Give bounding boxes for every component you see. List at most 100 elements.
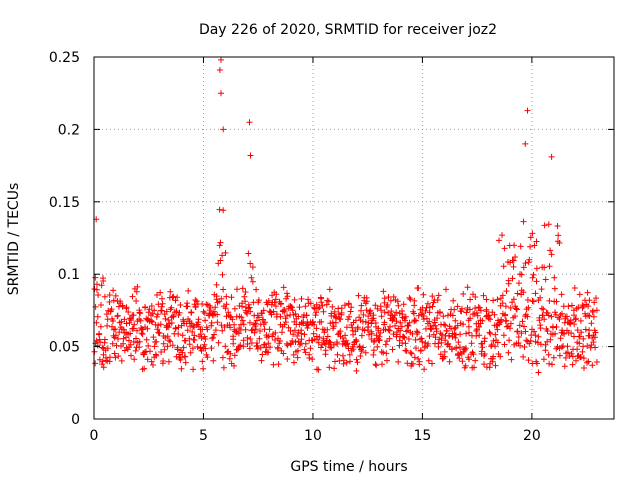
data-point	[247, 336, 254, 342]
y-axis-label: SRMTID / TECUs	[6, 183, 22, 296]
data-point	[466, 329, 472, 336]
data-point	[550, 324, 556, 331]
data-point	[582, 326, 589, 333]
data-point	[273, 291, 280, 298]
data-point	[266, 326, 273, 333]
data-point	[370, 339, 377, 345]
data-point	[346, 351, 353, 358]
data-point	[526, 256, 533, 263]
data-point	[510, 257, 517, 264]
data-point	[584, 289, 591, 296]
data-point	[494, 339, 501, 346]
data-point	[291, 296, 298, 303]
data-point	[101, 293, 108, 300]
data-point	[531, 328, 537, 335]
data-point	[592, 334, 598, 341]
data-point	[365, 319, 372, 326]
data-point	[435, 292, 442, 299]
data-point	[107, 354, 113, 361]
data-point	[204, 354, 211, 361]
data-point	[249, 278, 256, 285]
data-point	[497, 353, 504, 360]
data-point	[327, 344, 333, 351]
data-point	[456, 355, 463, 362]
data-point	[476, 304, 483, 311]
data-point	[240, 343, 247, 350]
data-point	[533, 278, 540, 285]
x-tick-label: 15	[414, 428, 432, 444]
data-point	[551, 274, 558, 281]
data-point	[497, 319, 503, 326]
data-point	[127, 341, 134, 348]
data-point	[544, 338, 551, 345]
data-point	[154, 292, 160, 298]
data-point	[326, 286, 333, 293]
data-point	[477, 307, 484, 314]
data-point	[410, 360, 416, 367]
data-point	[580, 335, 587, 342]
data-point	[318, 299, 325, 306]
data-point	[123, 334, 129, 341]
data-point	[150, 334, 157, 341]
data-point	[372, 361, 379, 368]
data-point	[109, 340, 116, 347]
data-point	[218, 56, 224, 63]
data-point	[284, 342, 291, 349]
data-point	[242, 298, 249, 305]
data-point	[546, 297, 553, 304]
data-point	[513, 306, 520, 313]
data-point	[322, 347, 329, 354]
data-point	[217, 257, 224, 264]
data-point	[520, 218, 527, 225]
data-point	[441, 353, 448, 360]
data-point	[481, 361, 487, 368]
data-point	[259, 351, 266, 358]
data-point	[382, 341, 389, 348]
data-point	[199, 358, 206, 365]
data-point	[253, 326, 259, 333]
data-point	[128, 315, 135, 322]
data-point	[549, 361, 555, 368]
data-point	[571, 333, 577, 340]
data-point	[545, 351, 552, 358]
data-point	[516, 322, 523, 329]
data-point	[216, 242, 223, 249]
data-point	[496, 237, 502, 244]
data-point	[358, 332, 365, 339]
data-point	[302, 303, 309, 310]
data-point	[380, 288, 387, 295]
data-point	[553, 298, 560, 305]
data-point	[201, 310, 208, 317]
data-point	[326, 364, 333, 371]
data-point	[231, 305, 238, 312]
data-point	[120, 340, 127, 347]
data-point	[303, 312, 310, 319]
data-point	[401, 334, 408, 341]
data-point	[99, 344, 106, 351]
data-point	[148, 303, 155, 309]
data-point	[146, 306, 153, 313]
data-point	[240, 321, 247, 328]
data-point	[353, 338, 360, 345]
data-point	[218, 322, 225, 329]
data-point	[239, 300, 245, 307]
data-point	[344, 340, 351, 347]
data-point	[557, 335, 564, 342]
data-point	[307, 345, 314, 352]
data-point	[294, 347, 301, 354]
data-point	[541, 222, 548, 229]
data-point	[445, 340, 452, 347]
data-point	[222, 343, 229, 350]
data-point	[411, 310, 417, 317]
data-point	[353, 356, 360, 363]
data-point	[473, 327, 480, 334]
data-point	[170, 313, 177, 320]
data-point	[387, 297, 394, 304]
data-point	[136, 338, 143, 345]
data-point	[571, 285, 578, 291]
data-point	[551, 285, 558, 292]
data-point	[576, 340, 583, 347]
data-point	[301, 331, 308, 338]
data-point	[505, 280, 512, 287]
